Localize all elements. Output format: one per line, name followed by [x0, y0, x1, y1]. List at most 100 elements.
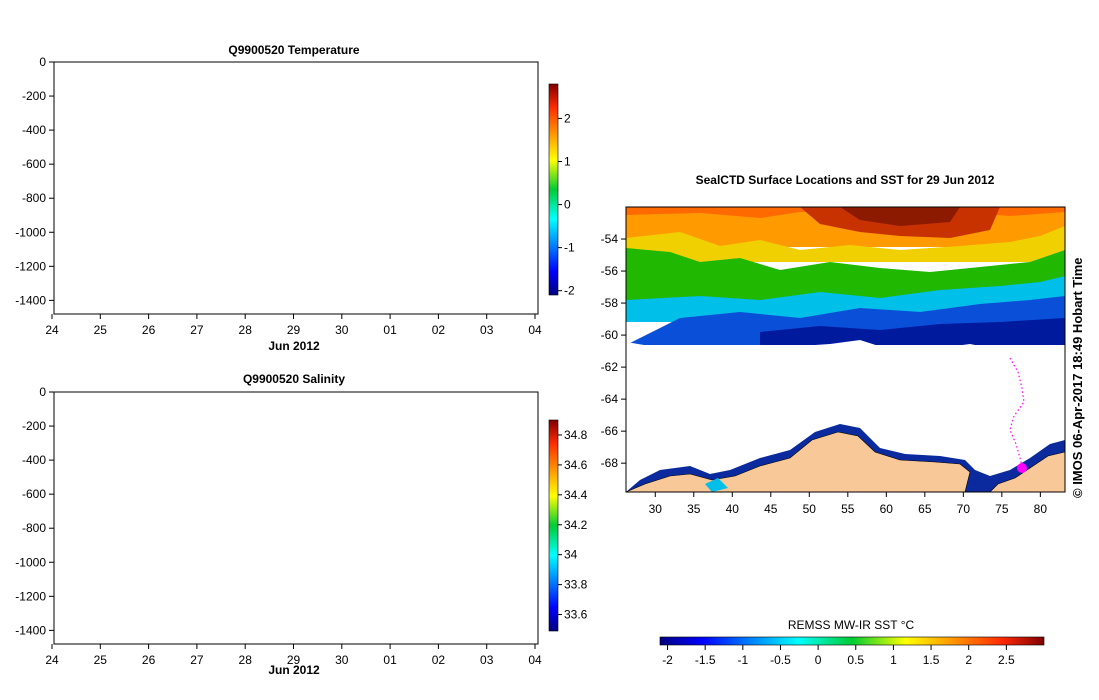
salinity-colorbar-label: 34	[564, 548, 578, 562]
temperature-colorbar	[548, 83, 559, 296]
map-plot-area	[625, 206, 1066, 493]
sst-colorbar-ticks: -2 -1.5 -1 -0.5 0 0.5 1 1.5 2 2.5	[662, 645, 1015, 667]
sst-colorbar-tick-label: 2	[965, 653, 972, 667]
salinity-colorbar-label: 34.4	[564, 488, 588, 502]
temperature-colorbar-label: -1	[564, 241, 575, 255]
map-latitude-axis: -54 -56 -58 -60 -62 -64 -66 -68	[601, 232, 626, 470]
map-y-tick-label: -62	[601, 360, 619, 374]
t-y-tick-label: -800	[22, 191, 46, 205]
salinity-colorbar-label: 34.8	[564, 428, 588, 442]
map-longitude-axis: 30 35 40 45 50 55 60 65 70 75 80	[649, 492, 1048, 516]
t-x-tick-label: 30	[335, 323, 349, 337]
temperature-colorbar-label: -2	[564, 284, 575, 298]
map-x-tick-label: 40	[726, 502, 740, 516]
t-x-tick-label: 25	[94, 323, 108, 337]
t-x-tick-label: 02	[432, 323, 446, 337]
s-x-tick-label: 27	[190, 653, 204, 667]
map-y-tick-label: -56	[601, 264, 619, 278]
sst-colorbar-tick-label: -2	[662, 653, 673, 667]
salinity-title: Q9900520 Salinity	[243, 372, 345, 386]
temperature-colorbar-label: 2	[564, 111, 571, 125]
salinity-x-label: Jun 2012	[268, 663, 320, 677]
map-x-tick-label: 50	[803, 502, 817, 516]
map-title: SealCTD Surface Locations and SST for 29…	[696, 173, 995, 187]
s-y-tick-label: 0	[39, 385, 46, 399]
map-x-tick-label: 55	[841, 502, 855, 516]
map-y-tick-label: -68	[601, 456, 619, 470]
sst-colorbar-tick-label: 1	[890, 653, 897, 667]
map-x-tick-label: 30	[649, 502, 663, 516]
sst-colorbar	[659, 636, 1045, 646]
t-x-tick-label: 29	[287, 323, 301, 337]
sst-colorbar-tick-label: -0.5	[770, 653, 791, 667]
map-x-tick-label: 80	[1034, 502, 1048, 516]
map-y-tick-label: -54	[601, 232, 619, 246]
s-y-tick-label: -800	[22, 521, 46, 535]
s-x-tick-label: 01	[383, 653, 397, 667]
t-y-tick-label: -400	[22, 123, 46, 137]
s-x-tick-label: 04	[528, 653, 542, 667]
t-x-tick-label: 24	[45, 323, 59, 337]
temperature-panel: Q9900520 Temperature 0 -200 -400 -600 -800 -1…	[15, 43, 575, 353]
salinity-y-axis: 0 -200 -400 -600 -800 -1000 -1200 -1400	[15, 385, 54, 637]
t-x-tick-label: 01	[383, 323, 397, 337]
temperature-y-axis: 0 -200 -400 -600 -800 -1000 -1200 -1400	[15, 55, 54, 307]
temperature-x-label: Jun 2012	[268, 339, 320, 353]
salinity-colorbar-label: 33.8	[564, 578, 588, 592]
t-y-tick-label: 0	[39, 55, 46, 69]
temperature-colorbar-label: 0	[564, 198, 571, 212]
sst-colorbar-tick-label: 0	[815, 653, 822, 667]
temperature-title: Q9900520 Temperature	[228, 43, 360, 57]
sst-colorbar-tick-label: -1.5	[695, 653, 716, 667]
temperature-plot-area	[53, 61, 539, 315]
s-x-tick-label: 02	[432, 653, 446, 667]
map-x-tick-label: 75	[995, 502, 1009, 516]
t-x-tick-label: 28	[239, 323, 253, 337]
t-x-tick-label: 03	[480, 323, 494, 337]
s-x-tick-label: 30	[335, 653, 349, 667]
s-y-tick-label: -200	[22, 419, 46, 433]
credit-text: © IMOS 06-Apr-2017 18:49 Hobart Time	[1070, 257, 1085, 498]
sst-colorbar-label: REMSS MW-IR SST °C	[788, 618, 915, 632]
temperature-colorbar-ticks: 2 1 0 -1 -2	[558, 111, 575, 298]
sst-colorbar-tick-label: 0.5	[847, 653, 864, 667]
map-x-tick-label: 35	[687, 502, 701, 516]
salinity-plot-area	[53, 391, 539, 645]
temperature-x-axis: 24 25 26 27 28 29 30 01 02 03 04	[45, 314, 542, 337]
s-x-tick-label: 25	[94, 653, 108, 667]
antarctica-land	[626, 431, 971, 492]
t-x-tick-label: 27	[190, 323, 204, 337]
sst-colorbar-tick-label: 1.5	[923, 653, 940, 667]
salinity-colorbar	[548, 419, 559, 632]
salinity-colorbar-label: 34.2	[564, 518, 588, 532]
sst-colorbar-tick-label: 2.5	[998, 653, 1015, 667]
salinity-panel: Q9900520 Salinity 0 -200 -400 -600 -800 -1000…	[15, 372, 587, 677]
t-y-tick-label: -1400	[15, 293, 46, 307]
map-y-tick-label: -58	[601, 296, 619, 310]
salinity-x-axis: 24 25 26 27 28 29 30 01 02 03 04	[45, 644, 542, 667]
temperature-colorbar-label: 1	[564, 155, 571, 169]
sst-field	[626, 207, 1065, 492]
map-panel: SealCTD Surface Locations and SST for 29…	[601, 173, 1066, 667]
t-y-tick-label: -1200	[15, 259, 46, 273]
sst-colorbar-tick-label: -1	[737, 653, 748, 667]
s-x-tick-label: 24	[45, 653, 59, 667]
map-x-tick-label: 65	[918, 502, 932, 516]
s-y-tick-label: -600	[22, 487, 46, 501]
s-x-tick-label: 28	[239, 653, 253, 667]
s-y-tick-label: -400	[22, 453, 46, 467]
s-y-tick-label: -1000	[15, 555, 46, 569]
map-y-tick-label: -60	[601, 328, 619, 342]
map-x-tick-label: 70	[957, 502, 971, 516]
s-y-tick-label: -1200	[15, 589, 46, 603]
salinity-colorbar-ticks: 34.8 34.6 34.4 34.2 34 33.8 33.6	[558, 428, 588, 622]
salinity-colorbar-label: 33.6	[564, 608, 588, 622]
t-y-tick-label: -200	[22, 89, 46, 103]
map-y-tick-label: -66	[601, 424, 619, 438]
seal-location-marker	[1017, 463, 1027, 473]
t-y-tick-label: -1000	[15, 225, 46, 239]
s-x-tick-label: 29	[287, 653, 301, 667]
map-x-tick-label: 60	[880, 502, 894, 516]
map-x-tick-label: 45	[764, 502, 778, 516]
